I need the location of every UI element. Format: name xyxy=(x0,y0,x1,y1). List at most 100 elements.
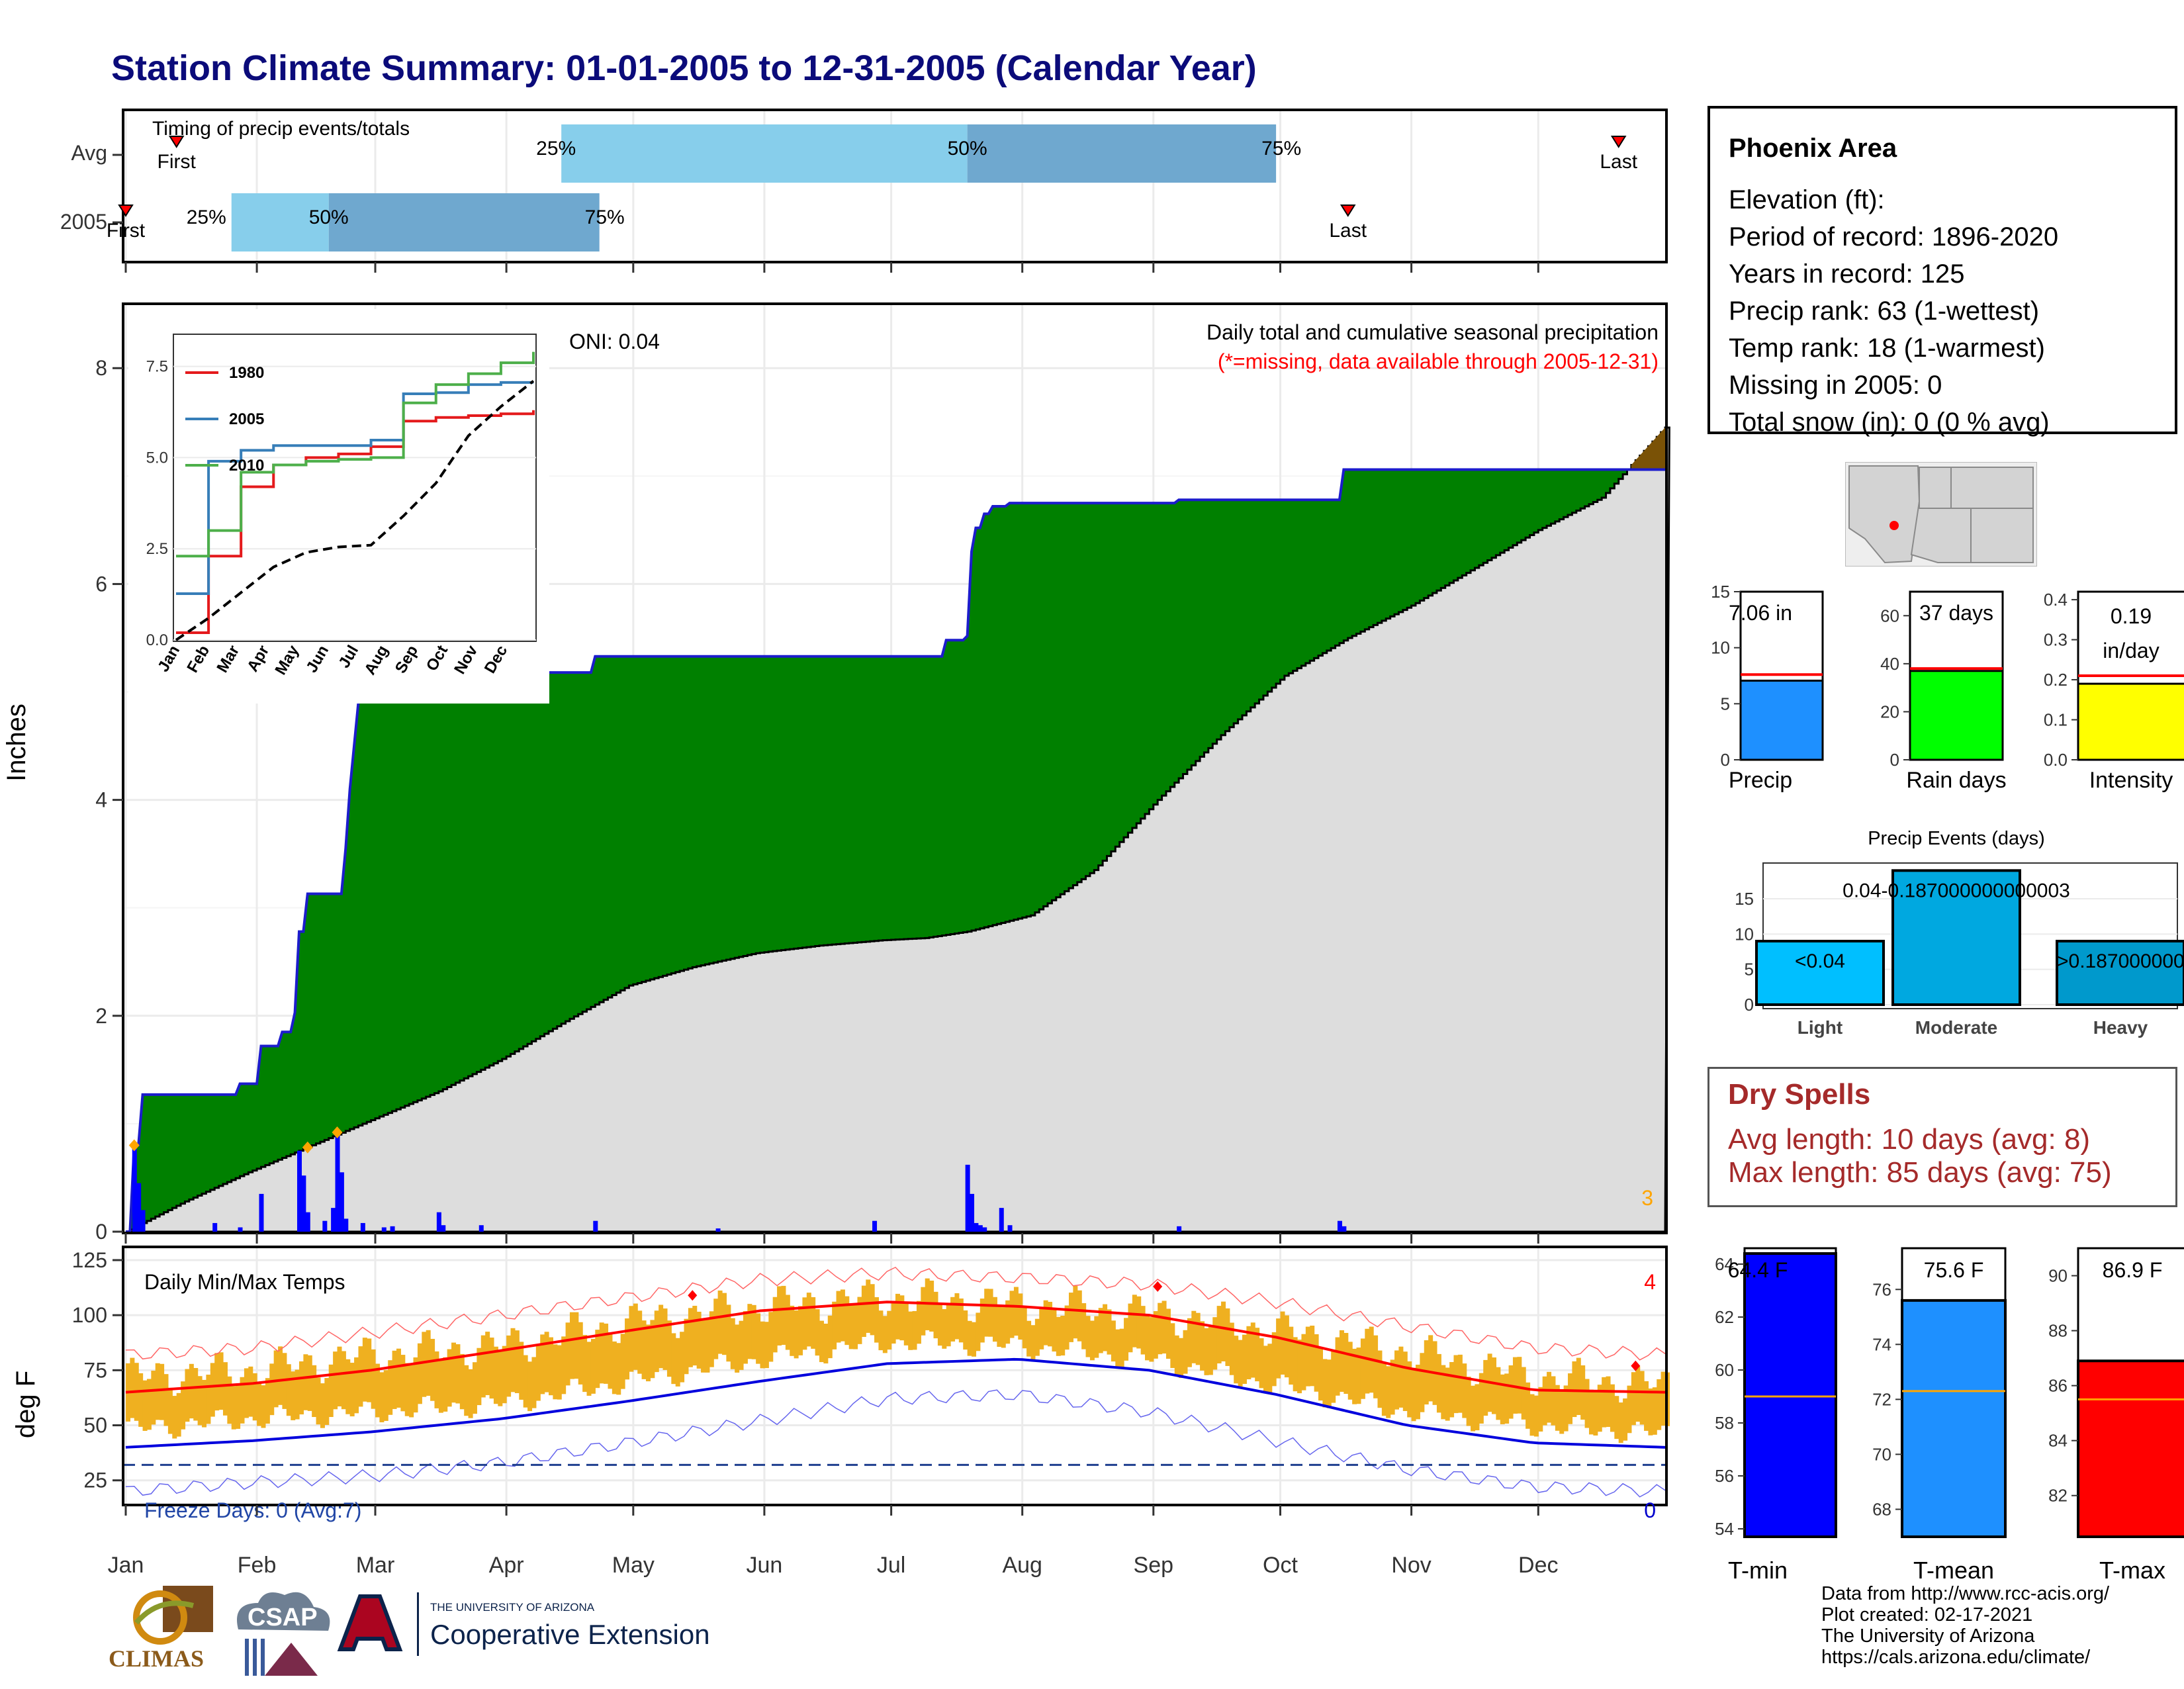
daily-temp-range xyxy=(1331,1349,1336,1403)
tmax-value-label: 86.9 F xyxy=(2103,1258,2163,1282)
daily-temp-range xyxy=(1039,1307,1044,1349)
events-bar-moderate xyxy=(1891,869,2021,1007)
daily-temp-range xyxy=(1314,1334,1319,1392)
daily-temp-range xyxy=(1085,1316,1091,1357)
daily-temp-range xyxy=(790,1305,795,1356)
locator-map xyxy=(1845,462,2037,567)
daily-temp-range xyxy=(916,1301,921,1344)
tmax-label: T-max xyxy=(2099,1557,2165,1584)
record-marker xyxy=(1631,1360,1641,1371)
daily-temp-range xyxy=(735,1324,740,1373)
daily-precip-bar xyxy=(982,1227,987,1232)
daily-temp-range xyxy=(1356,1347,1361,1404)
daily-temp-range xyxy=(1504,1373,1510,1424)
daily-temp-range xyxy=(493,1346,498,1404)
daily-temp-range xyxy=(324,1378,330,1426)
daily-temp-range xyxy=(146,1379,152,1430)
map-state-nv-ut xyxy=(1919,467,1952,509)
daily-temp-range xyxy=(1533,1395,1539,1437)
daily-temp-range xyxy=(777,1286,782,1346)
climas-logo-text: CLIMAS xyxy=(109,1645,204,1672)
daily-temp-range xyxy=(202,1379,207,1428)
daily-precip-bar xyxy=(478,1225,484,1232)
daily-temp-range xyxy=(565,1322,570,1386)
station-info-box: Phoenix Area Elevation (ft): Period of r… xyxy=(1707,106,2177,437)
daily-temp-range xyxy=(1593,1391,1598,1436)
precip-header: Daily total and cumulative seasonal prec… xyxy=(1206,320,1659,344)
precip-ytick-label: 15 xyxy=(1711,582,1730,602)
inset-ytick-label: 7.5 xyxy=(146,358,168,376)
daily-temp-range xyxy=(261,1385,266,1428)
daily-precip-bar xyxy=(381,1227,387,1232)
daily-temp-range xyxy=(1216,1306,1222,1364)
daily-temp-range xyxy=(781,1285,786,1346)
daily-temp-range xyxy=(163,1374,169,1426)
avg-p50-label: 50% xyxy=(948,138,987,160)
daily-precip-bar xyxy=(335,1132,340,1232)
daily-temp-range xyxy=(1191,1310,1197,1363)
daily-temp-range xyxy=(1352,1348,1357,1404)
daily-temp-range xyxy=(650,1320,655,1379)
daily-temp-range xyxy=(1158,1302,1163,1355)
daily-temp-range xyxy=(540,1334,545,1394)
daily-temp-range xyxy=(857,1297,862,1344)
daily-temp-range xyxy=(278,1346,283,1405)
daily-temp-range xyxy=(1145,1315,1150,1361)
daily-temp-range xyxy=(1420,1353,1425,1412)
daily-temp-range xyxy=(1089,1320,1095,1361)
daily-temp-range xyxy=(1610,1384,1615,1432)
daily-temp-range xyxy=(899,1295,905,1341)
oni-label: ONI: 0.04 xyxy=(569,330,660,353)
daily-temp-range xyxy=(430,1338,435,1401)
ua-logo: THE UNIVERSITY OF ARIZONA Cooperative Ex… xyxy=(337,1592,710,1656)
events-ytick-label: 10 xyxy=(1735,924,1754,944)
daily-temp-range xyxy=(295,1369,300,1420)
daily-temp-range xyxy=(815,1309,820,1356)
daily-temp-range xyxy=(1280,1311,1285,1375)
daily-temp-range xyxy=(616,1343,621,1395)
rain-days-value-label: 37 days xyxy=(1919,601,1993,625)
daily-temp-range xyxy=(675,1338,680,1387)
daily-temp-range xyxy=(417,1343,422,1404)
daily-temp-range xyxy=(291,1371,296,1420)
daily-temp-range xyxy=(979,1299,985,1343)
daily-temp-range xyxy=(1652,1387,1657,1435)
daily-temp-range xyxy=(1602,1377,1607,1428)
daily-temp-range xyxy=(206,1375,211,1424)
daily-temp-range xyxy=(1627,1385,1632,1434)
record-marker xyxy=(688,1290,698,1301)
timing-axis-ticks xyxy=(113,154,1539,273)
daily-temp-range xyxy=(523,1355,528,1408)
logos: CLIMAS CSAP THE UNIVERSITY OF ARIZONA Co… xyxy=(109,1586,710,1676)
ua-divider xyxy=(417,1592,419,1656)
daily-temp-range xyxy=(1584,1379,1590,1428)
events-bar-label-light: <0.04 xyxy=(1795,950,1845,972)
daily-temp-range xyxy=(303,1354,308,1410)
precip-ylabel: Inches xyxy=(2,704,31,782)
year-p50-label: 50% xyxy=(309,206,349,228)
daily-temp-range xyxy=(963,1310,968,1350)
t-min-ytick-label: 56 xyxy=(1715,1466,1734,1486)
temp-corner-top: 4 xyxy=(1644,1270,1656,1294)
daily-temp-range xyxy=(1064,1305,1069,1350)
daily-temp-range xyxy=(629,1306,634,1372)
t-mean-ytick-label: 70 xyxy=(1872,1444,1891,1464)
daily-precip-bar xyxy=(132,1145,137,1232)
daily-temp-range xyxy=(1124,1318,1129,1361)
climas-logo-swoosh xyxy=(134,1600,195,1625)
daily-temp-range xyxy=(1428,1335,1433,1402)
daily-temp-range xyxy=(1390,1359,1395,1415)
daily-temp-range xyxy=(1187,1318,1192,1367)
daily-temp-range xyxy=(764,1322,769,1369)
credit-line-1: Data from http://www.rcc-acis.org/ xyxy=(1821,1583,2110,1604)
daily-temp-range xyxy=(480,1335,486,1398)
daily-temp-range xyxy=(1381,1363,1387,1416)
daily-temp-range xyxy=(1060,1315,1066,1356)
inset-series-2005 xyxy=(176,381,533,596)
daily-temp-range xyxy=(1043,1300,1048,1346)
daily-temp-range xyxy=(1276,1318,1281,1379)
daily-temp-range xyxy=(1056,1316,1061,1356)
daily-temp-range xyxy=(958,1298,964,1343)
daily-precip-bar xyxy=(999,1208,1004,1232)
avg-quartile-25-50 xyxy=(561,124,968,183)
